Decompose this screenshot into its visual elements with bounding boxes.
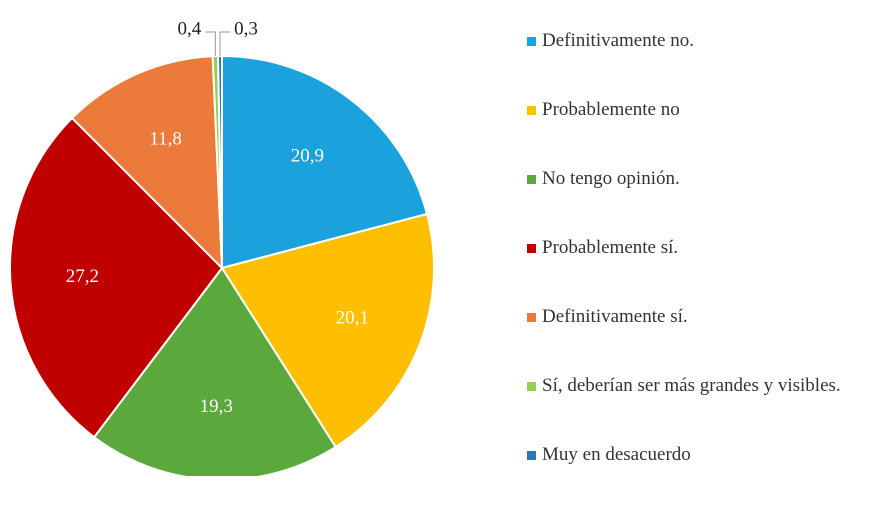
legend-item: Definitivamente no.: [520, 30, 874, 99]
leader-line: [219, 31, 231, 57]
legend-swatch: [527, 106, 536, 115]
legend: Definitivamente no. Probablemente no No te…: [520, 30, 874, 513]
pie: 20,9 20,1 19,3 27,2 11,8 0,4 0,3: [9, 18, 435, 476]
slice: [92, 266, 337, 476]
slice: [9, 116, 224, 439]
legend-swatch: [527, 382, 536, 391]
legend-label: Muy en desacuerdo: [542, 444, 691, 465]
legend-item: Sí, deberían ser más grandes y visibles.: [520, 375, 874, 444]
legend-item: Muy en desacuerdo: [520, 444, 874, 513]
data-label: 20,1: [336, 307, 369, 328]
slice: [70, 55, 224, 271]
legend-swatch: [527, 175, 536, 184]
slice: [221, 54, 429, 270]
legend-item: Probablemente no: [520, 99, 874, 168]
legend-label: Sí, deberían ser más grandes y visibles.: [542, 375, 841, 396]
chart: 20,9 20,1 19,3 27,2 11,8 0,4 0,3 Definitivamen…: [9, 18, 841, 476]
legend-swatch: [527, 313, 536, 322]
legend-swatch: [527, 244, 536, 253]
slice: [216, 54, 223, 269]
data-label: 0,3: [234, 18, 258, 39]
legend-label: Definitivamente no.: [542, 30, 694, 51]
legend-label: Probablemente no: [542, 99, 680, 120]
data-label: 20,9: [291, 146, 324, 167]
legend-label: Probablemente sí.: [542, 237, 679, 258]
data-label: 11,8: [149, 128, 182, 149]
slice: [220, 212, 435, 449]
legend-swatch: [527, 451, 536, 460]
legend-swatch: [527, 37, 536, 46]
legend-label: Definitivamente sí.: [542, 306, 688, 327]
data-label: 27,2: [66, 266, 99, 287]
data-label: 0,4: [177, 18, 201, 39]
data-label: 19,3: [200, 396, 233, 417]
legend-item: Probablemente sí.: [520, 237, 874, 306]
legend-label: No tengo opinión.: [542, 168, 680, 189]
legend-item: No tengo opinión.: [520, 168, 874, 237]
leader-line: [205, 31, 216, 57]
legend-item: Definitivamente sí.: [520, 306, 874, 375]
